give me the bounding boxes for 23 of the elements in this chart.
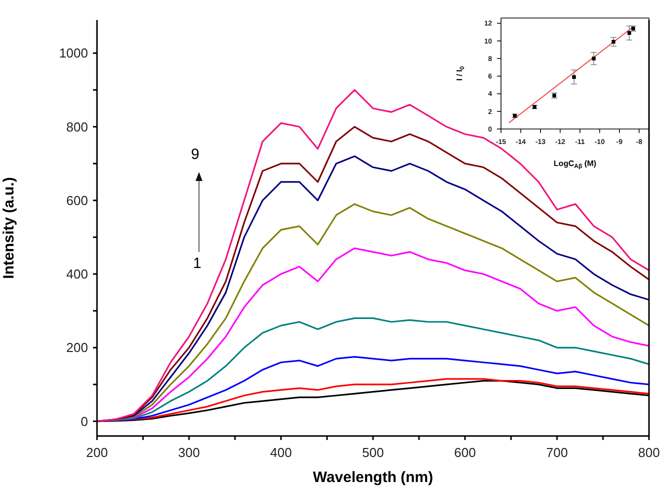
x-tick-label: 600	[454, 445, 476, 460]
point	[612, 40, 616, 44]
annotation: 1	[193, 255, 202, 272]
y-tick-label: 200	[66, 340, 88, 356]
x-tick-label: 200	[86, 445, 108, 460]
x-tick-label: 300	[178, 445, 200, 460]
x-tick-label: 700	[546, 445, 568, 460]
point	[572, 75, 576, 79]
y-tick-label: 1000	[59, 46, 88, 61]
line-series	[97, 203, 649, 422]
point	[592, 56, 596, 60]
point	[627, 31, 632, 35]
y-axis-title: Intensity (a.u.)	[0, 177, 18, 279]
x-tick-label: 500	[362, 445, 384, 460]
x-tick-label: 800	[638, 445, 660, 460]
y-tick-label: 0	[80, 414, 88, 429]
y-tick-label: 400	[66, 266, 88, 282]
y-tick-label: 600	[66, 192, 88, 208]
x-axis-title: Wavelength (nm)	[312, 469, 434, 486]
x-tick-label: 400	[270, 445, 292, 460]
annotation: 9	[191, 146, 200, 163]
y-tick-label: 800	[66, 119, 88, 134]
x-axis-title: LogC$_{Aβ}$ (M)	[554, 159, 597, 170]
